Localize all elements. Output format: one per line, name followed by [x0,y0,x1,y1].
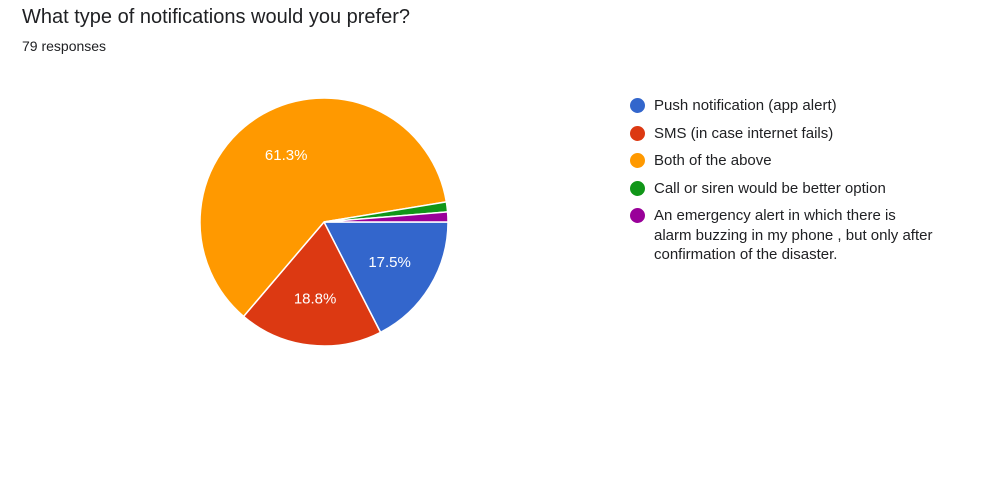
legend-item-push[interactable]: Push notification (app alert) [630,96,950,116]
legend-label-push: Push notification (app alert) [654,97,837,114]
response-count: 79 responses [22,38,107,54]
legend-swatch-both [630,153,645,168]
pie-label-sms: 18.8% [294,290,337,307]
chart-legend: Push notification (app alert) SMS (in ca… [630,96,950,273]
legend-label-both: Both of the above [654,152,772,169]
legend-item-sms[interactable]: SMS (in case internet fails) [630,124,950,144]
pie-chart: 17.5% 18.8% 61.3% [199,97,449,347]
pie-slice-sms[interactable] [242,220,382,347]
legend-item-emergency-alert[interactable]: An emergency alert in which there is ala… [630,206,950,265]
pie-slice-emergency-alert[interactable] [323,211,449,223]
legend-item-call-siren[interactable]: Call or siren would be better option [630,179,950,199]
legend-swatch-call-siren [630,180,645,196]
pie-label-both: 61.3% [265,147,308,164]
pie-slice-both[interactable] [199,97,448,318]
pie-label-push: 17.5% [368,254,411,271]
legend-swatch-push [630,98,645,113]
legend-swatch-sms [630,125,645,141]
pie-slice-push[interactable] [322,221,449,334]
chart-title: What type of notifications would you pre… [22,6,410,28]
legend-swatch-emergency-alert [630,208,645,223]
legend-label-call-siren: Call or siren would be better option [654,179,886,197]
legend-label-sms: SMS (in case internet fails) [654,124,834,142]
legend-label-emergency-alert: An emergency alert in which there is ala… [654,207,933,263]
legend-item-both[interactable]: Both of the above [630,151,950,171]
